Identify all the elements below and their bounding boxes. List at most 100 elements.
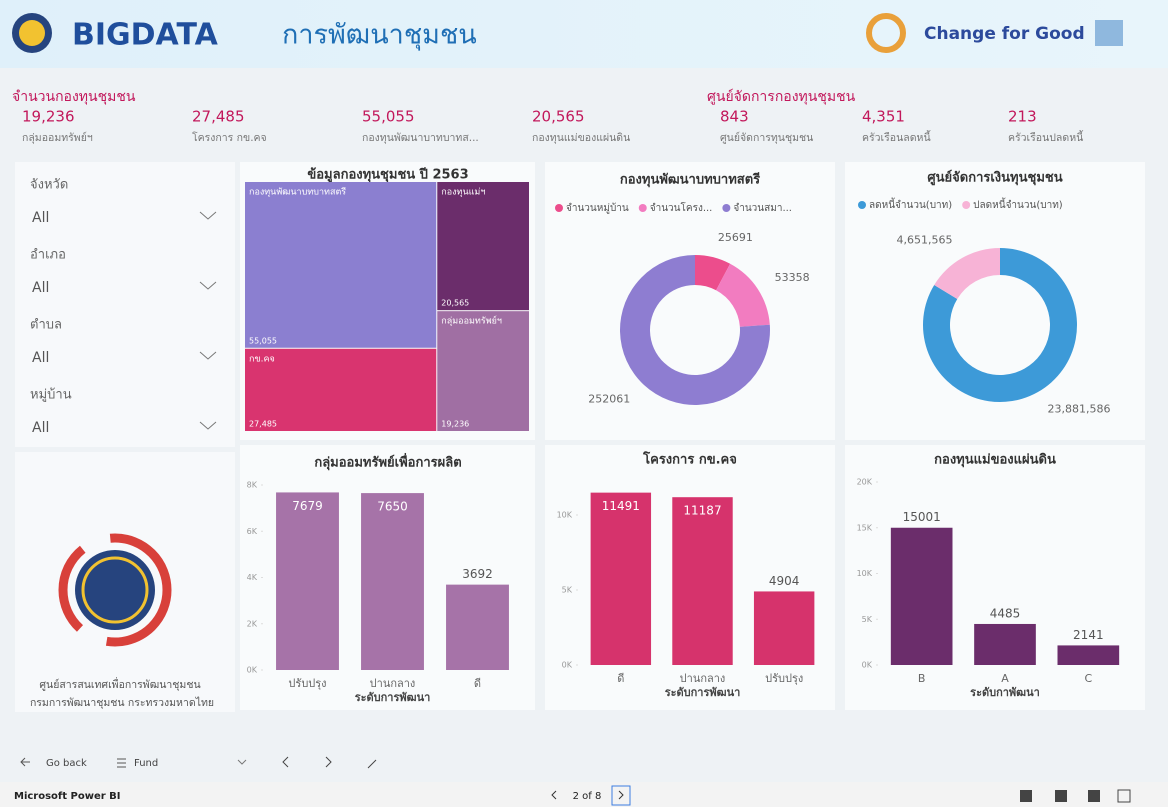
bar [1057,645,1120,665]
tile-value: 27,485 [249,420,277,429]
legend-label: จำนวนสมา... [733,203,792,214]
data-label: 4485 [990,606,1021,620]
kpi-value: 4,351 [862,108,905,126]
filter-dropdown[interactable]: All [20,413,230,441]
dropdown-box [20,203,230,231]
tile-label: กลุ่มออมทรัพย์ฯ [441,315,502,327]
filter-label: อำเภอ [30,248,66,263]
tile-label: กองทุนแม่ฯ [441,188,485,198]
tile-label: กข.คจ [249,354,275,364]
dropdown-box [20,343,230,371]
kpi-group-title: ศูนย์จัดการกองทุนชุมชน [707,88,856,105]
back-label: Go back [46,758,87,769]
chevron [199,351,217,360]
kpi-value: 843 [720,108,749,126]
chevron [199,211,217,220]
prev-page[interactable] [551,790,557,800]
x-tick-label: ปานกลาง [680,672,726,685]
x-tick-label: ปรับปรุง [765,672,803,685]
org-ministry: กรมการพัฒนาชุมชน กระทรวงมหาดไทย [30,696,214,709]
chart-title: กองทุนแม่ของแผ่นดิน [934,453,1056,468]
emblem-inner [19,20,45,46]
kpi-label: ครัวเรือนปลดหนี้ [1008,130,1084,144]
chart-title: โครงการ กข.คจ [642,451,737,468]
legend-label: ปลดหนี้จำนวน(บาท) [973,197,1063,211]
kpi-value: 20,565 [532,108,585,126]
share-facebook[interactable] [1088,790,1100,802]
x-tick-label: A [1001,672,1009,685]
tile-label: กองทุนพัฒนาบทบาทสตรี [249,187,346,198]
chart-title: กลุ่มออมทรัพย์เพื่อการผลิต [314,453,461,471]
dropdown-value: All [32,350,49,366]
kpi-label: กองทุนพัฒนาบาทบาทส... [362,132,479,144]
chevron [199,421,217,430]
data-label: 4,651,565 [896,233,952,246]
data-label: 7650 [377,500,408,514]
y-tick-label: 5K [562,586,573,595]
y-tick-label: 10K [557,511,573,520]
back-button[interactable]: Go back [20,757,87,769]
filter-dropdown[interactable]: All [20,273,230,301]
filter-label: จังหวัด [30,178,68,193]
donut-slice [620,255,771,405]
dropdown-value: All [32,210,49,226]
x-tick-label: C [1084,672,1092,685]
bar [361,493,424,670]
filter-dropdown[interactable]: All [20,343,230,371]
bar [446,584,509,670]
data-label: 3692 [462,567,493,581]
bookmark-select[interactable]: Fund [117,758,247,769]
legend-dot [722,204,731,212]
x-tick-label: ปรับปรุง [288,677,326,690]
y-tick-label: 15K [857,523,873,532]
legend-label: ลดหนี้จำนวน(บาท) [869,197,952,211]
donut-slice [922,248,1077,402]
data-label: 15001 [903,510,941,524]
next-bookmark[interactable] [325,756,332,768]
tile-value: 19,236 [441,420,469,429]
treemap-tile [245,182,437,348]
app-name: Microsoft Power BI [14,791,121,802]
share-twitter[interactable] [1055,790,1067,802]
y-tick-label: 5K [862,615,873,624]
nav-bar [0,745,1168,777]
share-linkedin[interactable] [1020,790,1032,802]
kpi-label: โครงการ กข.คจ [192,131,267,144]
bar [590,492,652,665]
dropdown-box [20,273,230,301]
data-label: 252061 [588,393,630,406]
x-axis-title: ระดับการพัฒนา [665,686,741,699]
kpi-label: ครัวเรือนลดหนี้ [862,130,931,144]
kpi-value: 213 [1008,108,1037,126]
chart-title: กองทุนพัฒนาบทบาทสตรี [620,172,760,188]
kpi-label: กลุ่มออมทรัพย์ฯ [22,131,93,144]
treemap-tile [245,348,437,431]
org-logo-inner [81,556,149,624]
kpi-group-title: จำนวนกองทุนชุมชน [12,89,136,105]
data-label: 7679 [292,499,323,513]
filter-label: ตำบล [30,318,62,333]
y-tick-label: 0K [862,661,873,670]
dropdown-value: All [32,420,49,436]
header-title: BIGDATA [72,18,219,53]
y-tick-label: 0K [562,661,573,670]
header-subtitle: การพัฒนาชุมชน [282,20,477,52]
brand: Change for Good [924,24,1085,44]
y-tick-label: 4K [247,573,258,582]
data-label: 2141 [1073,628,1104,642]
prev-bookmark[interactable] [282,756,289,768]
legend-dot [858,201,866,209]
back-arrow [20,757,30,767]
y-tick-label: 0K [247,666,258,675]
org-logo-ring [58,533,172,647]
filter-dropdown[interactable]: All [20,203,230,231]
tile-value: 55,055 [249,336,277,345]
expand[interactable] [367,759,377,769]
y-tick-label: 10K [857,569,873,578]
legend-dot [962,201,971,209]
next-page[interactable] [611,785,631,806]
donut-slice [934,248,1000,300]
share[interactable] [1117,789,1131,803]
